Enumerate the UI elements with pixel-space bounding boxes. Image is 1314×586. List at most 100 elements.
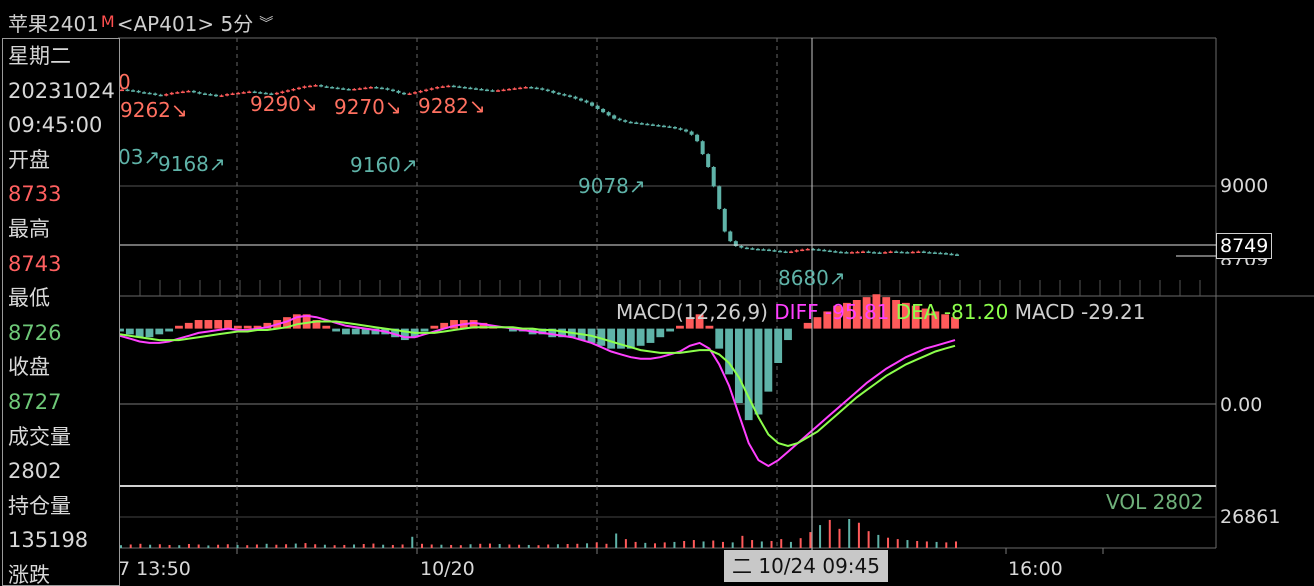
price-candle-body [755, 248, 760, 251]
price-candle-body [186, 90, 191, 93]
volume-bar [391, 544, 394, 548]
volume-bar [712, 540, 715, 548]
price-candle-body [684, 129, 689, 132]
price-candle-body [319, 85, 324, 87]
info-row: 20231024 [8, 78, 115, 103]
price-candle-body [335, 87, 340, 90]
volume-bar [314, 544, 317, 548]
volume-bar [265, 543, 268, 548]
volume-bar [197, 544, 200, 548]
volume-bar [780, 539, 783, 548]
volume-bar [906, 540, 909, 548]
info-row: 8743 [8, 251, 62, 276]
volume-bar [323, 544, 326, 548]
price-candle-body [772, 250, 777, 252]
price-candle-body [838, 251, 843, 254]
price-candle-body [153, 93, 158, 95]
price-candle-body [440, 86, 445, 88]
price-candle-body [285, 90, 290, 92]
price-candle-body [291, 88, 296, 91]
price-candle-body [567, 95, 572, 97]
price-candle-body [490, 90, 495, 92]
price-candle-body [855, 251, 860, 254]
price-candle-body [556, 92, 561, 95]
chevron-down-icon[interactable]: ︾ [259, 16, 274, 32]
price-candle-body [700, 141, 705, 155]
price-candle-body [739, 246, 744, 248]
volume-bar [353, 544, 356, 548]
price-candle-body [578, 98, 584, 101]
price-candle-body [584, 100, 589, 103]
info-row: 8727 [8, 389, 62, 414]
volume-bar [702, 541, 705, 548]
info-row: 09:45:00 [8, 113, 103, 138]
price-candle-body [766, 249, 772, 252]
price-candle-body [330, 87, 335, 89]
price-candle-body [402, 92, 407, 95]
contract-title[interactable]: 苹果2401 M <AP401> 5分 ︾ [8, 8, 273, 37]
volume-bar [799, 538, 802, 548]
dea-value: DEA -81.20 [895, 300, 1009, 324]
volume-bar [945, 542, 948, 548]
volume-bar [537, 545, 540, 548]
price-candle-body [601, 108, 606, 113]
price-candle-body [899, 251, 904, 254]
volume-bar [275, 544, 278, 548]
price-candle-body [479, 88, 484, 91]
volume-bar [634, 541, 637, 548]
price-candle-body [595, 105, 600, 109]
volume-bar [236, 544, 239, 548]
volume-bar [430, 544, 433, 548]
price-candle-body [916, 251, 921, 253]
volume-bar [877, 534, 880, 548]
price-candle-body [540, 88, 545, 90]
main-contract-flag: M [100, 12, 115, 31]
dea-line [119, 320, 956, 447]
price-candle-body [302, 86, 307, 88]
info-row: 星期二 [8, 44, 71, 68]
price-candle-body [308, 85, 313, 88]
price-candle-body [252, 91, 257, 94]
volume-bar [527, 544, 530, 548]
volume-bar [362, 544, 365, 548]
price-candle-body [816, 249, 821, 251]
price-candle-body [484, 89, 489, 92]
volume-bar [770, 540, 773, 548]
macd-params: MACD(12,26,9) [616, 300, 768, 324]
info-row: 2802 [8, 459, 62, 484]
price-candle-body [125, 89, 130, 92]
price-candle-body [778, 250, 783, 253]
price-candle-body [639, 123, 644, 125]
volume-bar [566, 544, 569, 548]
info-row: 收盘 [8, 355, 50, 380]
volume-bar [440, 544, 443, 548]
volume-bar [149, 544, 152, 548]
price-candle-body [877, 252, 882, 254]
volume-bar [731, 542, 734, 548]
price-candle-body [241, 92, 246, 94]
price-candle-body [158, 94, 163, 97]
price-candle-body [750, 248, 755, 250]
x-ticks [236, 548, 1104, 554]
price-candle-body [529, 87, 534, 89]
volume-bar [867, 531, 870, 548]
price-candle-body [695, 134, 700, 142]
time-label-1020: 10/20 [420, 558, 475, 580]
price-candle-body [866, 251, 871, 253]
price-candle-body [296, 87, 301, 90]
volume-bar [178, 545, 181, 548]
price-candle-body [545, 89, 550, 92]
price-candle-body [888, 251, 893, 253]
volume-bar [809, 532, 812, 548]
price-candle-body [507, 88, 512, 91]
price-candle-body [943, 253, 948, 255]
price-candle-body [357, 88, 362, 90]
price-candle-body [844, 252, 849, 254]
volume-bar [848, 519, 851, 548]
period-label[interactable]: 5分 [220, 12, 254, 36]
volume-bar [168, 544, 171, 548]
price-candle-body [324, 86, 329, 88]
volume-bar [896, 539, 899, 548]
volume-bar [556, 544, 559, 548]
